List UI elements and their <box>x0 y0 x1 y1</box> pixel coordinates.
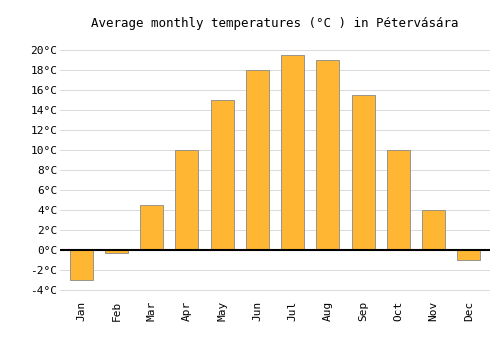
Bar <box>316 60 340 250</box>
Bar <box>140 205 163 250</box>
Bar <box>387 150 410 250</box>
Bar <box>281 55 304 250</box>
Bar <box>210 100 234 250</box>
Bar <box>458 250 480 260</box>
Bar <box>70 250 92 280</box>
Bar <box>176 150 199 250</box>
Bar <box>246 70 269 250</box>
Title: Average monthly temperatures (°C ) in Pétervására: Average monthly temperatures (°C ) in Pé… <box>91 17 459 30</box>
Bar <box>105 250 128 253</box>
Bar <box>352 95 374 250</box>
Bar <box>422 210 445 250</box>
